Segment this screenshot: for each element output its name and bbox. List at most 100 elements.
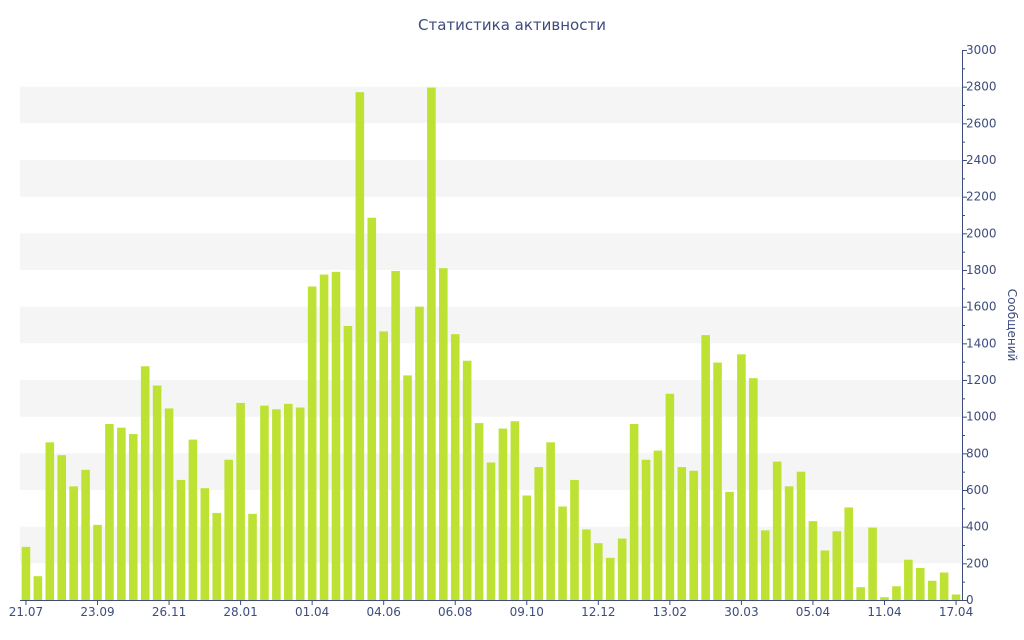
bar: [176, 479, 186, 600]
grid-band: [20, 233, 962, 270]
bar: [307, 286, 317, 600]
bar: [295, 407, 305, 600]
bar: [343, 325, 353, 600]
x-tick-label: 23.09: [80, 605, 114, 619]
grid-band: [20, 306, 962, 344]
bar: [284, 403, 293, 600]
x-tick-label: 26.11: [152, 605, 186, 619]
bar: [93, 524, 102, 600]
bar: [582, 529, 591, 600]
bar: [105, 424, 114, 600]
bar: [415, 306, 424, 600]
bar: [355, 92, 365, 601]
y-axis-ticks: 0 200 400 600 800 1000 1200 1400 1600 1800 2000 220…: [962, 43, 997, 607]
bar: [403, 375, 412, 600]
bar: [367, 217, 377, 600]
bar: [915, 567, 925, 600]
bar: [212, 512, 222, 600]
bar: [904, 559, 913, 600]
x-tick-label: 21.07: [9, 605, 43, 619]
y-tick-label: 1200: [966, 373, 997, 387]
x-tick-label: 12.12: [581, 605, 615, 619]
bar: [927, 580, 937, 600]
bar: [856, 587, 865, 600]
bar: [820, 550, 830, 600]
y-tick-label: 600: [966, 483, 989, 497]
bar: [140, 366, 150, 600]
bar: [69, 486, 78, 600]
y-tick-label: 2400: [966, 153, 997, 167]
bar: [677, 467, 687, 600]
bar: [45, 442, 55, 600]
bar: [832, 531, 842, 600]
bar: [272, 409, 281, 600]
bar: [868, 527, 877, 600]
bars-group: [21, 87, 961, 601]
bar: [522, 495, 532, 600]
y-tick-label: 2800: [966, 80, 997, 94]
grid-band: [20, 86, 962, 124]
bar: [236, 402, 245, 600]
x-tick-label: 17.04: [939, 605, 973, 619]
x-tick-label: 28.01: [223, 605, 257, 619]
bar: [224, 459, 233, 600]
bar: [486, 462, 496, 600]
bar: [725, 491, 734, 600]
bar: [260, 405, 269, 600]
bar: [510, 421, 520, 600]
bar: [749, 378, 758, 600]
bar: [653, 450, 663, 600]
grid-band: [20, 160, 962, 197]
bar: [665, 393, 675, 600]
bar: [498, 428, 508, 600]
bar: [892, 586, 901, 600]
x-tick-label: 09.10: [510, 605, 544, 619]
bar: [784, 486, 794, 600]
bar: [617, 538, 627, 600]
bar: [439, 268, 448, 600]
bar: [594, 543, 603, 600]
grid-bands: [20, 86, 962, 564]
bar: [81, 469, 90, 600]
y-tick-label: 1800: [966, 263, 997, 277]
x-tick-label: 01.04: [295, 605, 329, 619]
bar: [641, 459, 651, 600]
x-tick-label: 30.03: [724, 605, 758, 619]
bar: [152, 385, 162, 600]
bar: [605, 557, 615, 600]
bar: [629, 424, 639, 600]
bar: [57, 455, 67, 600]
bar: [21, 546, 31, 600]
y-tick-label: 0: [966, 593, 974, 607]
bar: [391, 270, 400, 600]
bar: [760, 530, 770, 600]
bar: [713, 362, 722, 600]
grid-band: [20, 380, 962, 417]
bar: [331, 271, 341, 600]
x-tick-label: 13.02: [653, 605, 687, 619]
bar: [188, 439, 198, 600]
chart-title: Статистика активности: [418, 16, 606, 34]
y-tick-label: 2600: [966, 116, 997, 130]
y-tick-label: 2000: [966, 226, 997, 240]
bar: [462, 360, 472, 600]
bar: [534, 467, 543, 600]
bar: [701, 335, 710, 600]
bar: [33, 576, 43, 600]
bar: [319, 274, 329, 600]
bar: [164, 408, 174, 600]
bar: [427, 87, 436, 600]
bar: [808, 521, 818, 600]
bar: [546, 442, 555, 600]
x-axis-ticks: 21.07 23.09 26.11 28.01 01.04 04.06 06.08 09.10…: [9, 600, 973, 619]
y-tick-label: 200: [966, 556, 989, 570]
bar: [128, 434, 138, 600]
bar: [200, 488, 210, 600]
bar: [737, 354, 746, 600]
bar: [450, 334, 460, 600]
y-tick-label: 1000: [966, 410, 997, 424]
y-axis-label: Сообщений: [1005, 289, 1019, 362]
bar: [772, 461, 782, 600]
y-tick-label: 400: [966, 520, 989, 534]
